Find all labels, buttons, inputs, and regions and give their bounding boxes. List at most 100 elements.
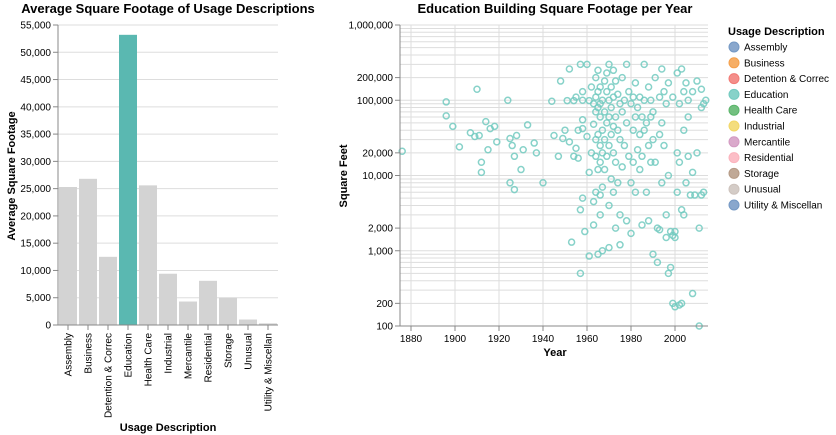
scatter-point (493, 138, 501, 146)
scatter-point (578, 124, 587, 133)
legend-swatch-business (728, 57, 740, 69)
scatter-point (510, 185, 519, 194)
scatter-point (596, 113, 604, 121)
scatter-point (660, 141, 668, 150)
scatter-point (682, 179, 690, 187)
scatter-point (664, 79, 673, 87)
bar-y-tick-label: 30,000 (20, 157, 51, 168)
scatter-point (677, 299, 686, 308)
scatter-point (504, 96, 512, 104)
scatter-point (633, 103, 642, 112)
scatter-point (490, 122, 499, 131)
legend-swatch-utility-miscellan (728, 199, 740, 211)
scatter-point (578, 87, 587, 96)
scatter-point (611, 158, 620, 166)
scatter-point (647, 158, 655, 166)
scatter-point (684, 113, 692, 121)
scatter-point (548, 97, 556, 105)
legend-label-mercantile: Mercantile (744, 137, 791, 148)
scatter-x-axis: 1880 1900 1920 1940 1960 1980 2000 (400, 325, 708, 345)
scatter-y-tick-label: 100 (376, 322, 393, 333)
scatter-point (699, 188, 708, 196)
scatter-y-axis-title: Square Feet (338, 144, 350, 207)
scatter-point (600, 135, 609, 144)
scatter-point (556, 77, 565, 85)
scatter-point (616, 135, 624, 144)
scatter-y-tick-label: 1,000 (368, 246, 393, 257)
bar-business (79, 178, 97, 325)
scatter-chart: Education Building Square Footage per Ye… (338, 1, 710, 359)
scatter-point (600, 165, 609, 174)
scatter-point (596, 141, 604, 150)
bar-assembly (59, 187, 77, 325)
scatter-x-tick-label: 1900 (444, 334, 467, 345)
scatter-point (673, 149, 681, 157)
scatter-y-tick-label: 1,000,000 (349, 21, 394, 32)
bar-y-tick-label: 45,000 (20, 75, 51, 86)
scatter-point (662, 211, 670, 219)
scatter-point (594, 165, 602, 174)
scatter-point (508, 141, 516, 150)
bar-y-tick-label: 35,000 (20, 130, 51, 141)
bar-x-tick-label: Residential (204, 333, 215, 382)
bar-x-tick-label: Health Care (144, 333, 155, 387)
scatter-point (618, 73, 626, 82)
scatter-point (596, 211, 604, 219)
scatter-point (673, 69, 681, 77)
scatter-point (559, 134, 567, 143)
scatter-point (589, 221, 598, 229)
scatter-point (653, 258, 662, 267)
scatter-point (471, 132, 479, 141)
scatter-point (693, 77, 701, 85)
scatter-point (596, 83, 604, 91)
bar-y-tick-label: 10,000 (20, 266, 51, 277)
scatter-point (636, 130, 644, 139)
scatter-point (517, 165, 525, 174)
bar-x-axis-title: Usage Description (120, 422, 217, 434)
legend-items: Assembly Business Detention & Correc Educat… (728, 41, 829, 212)
scatter-point (638, 113, 646, 121)
scatter-point (603, 87, 611, 96)
scatter-point (673, 188, 681, 196)
scatter-point (671, 233, 679, 242)
bar-x-tick-label: Unusual (244, 333, 255, 370)
scatter-point (554, 152, 563, 161)
scatter-point (695, 224, 703, 232)
bar-y-tick-label: 25,000 (20, 184, 51, 195)
scatter-x-tick-label: 1920 (488, 334, 511, 345)
scatter-point (627, 229, 635, 238)
scatter-point (666, 263, 675, 272)
scatter-x-axis-title: Year (543, 347, 567, 359)
legend-swatch-assembly (728, 41, 740, 53)
bar-x-tick-label: Education (124, 333, 135, 377)
scatter-point (561, 126, 569, 134)
scatter-point (578, 194, 587, 202)
scatter-point (682, 79, 690, 87)
scatter-point (677, 65, 686, 73)
scatter-point (596, 191, 604, 199)
scatter-point (662, 99, 670, 108)
scatter-point (622, 119, 631, 127)
scatter-point (688, 289, 697, 298)
scatter-point (693, 149, 701, 157)
scatter-point (642, 119, 651, 127)
bar-y-tick-label: 20,000 (20, 211, 51, 222)
scatter-point (475, 131, 483, 140)
scatter-point (572, 93, 580, 101)
legend-swatch-education (728, 88, 740, 100)
scatter-point (589, 120, 598, 128)
bar-y-tick-label: 55,000 (20, 21, 51, 32)
scatter-point (592, 73, 600, 82)
legend: Usage Description Assembly Business Detent… (728, 26, 829, 212)
scatter-point (466, 128, 475, 137)
legend-swatch-residential (728, 152, 740, 164)
scatter-point (607, 103, 615, 112)
bar-x-tick-label: Business (84, 333, 95, 374)
scatter-point (669, 93, 677, 101)
bar-marks (59, 34, 277, 326)
bar-education (119, 34, 137, 326)
scatter-point (570, 152, 578, 161)
bar-industrial (159, 273, 177, 325)
scatter-point (658, 179, 666, 187)
scatter-point (598, 126, 607, 134)
